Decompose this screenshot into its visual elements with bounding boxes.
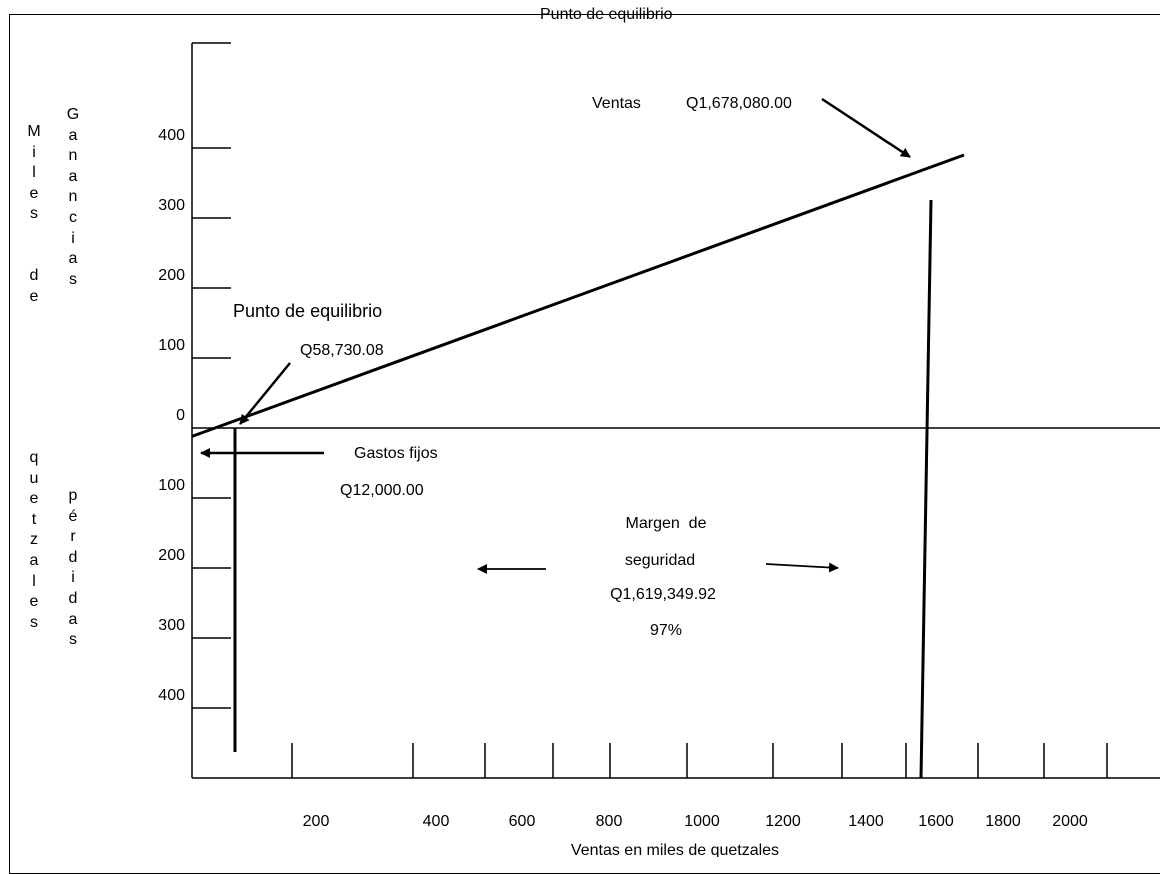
margen-percent: 97%	[650, 622, 682, 639]
y-tick-label-upper-400: 400	[158, 127, 185, 144]
x-tick-label-1600: 1600	[918, 813, 954, 830]
margen-line-1: Margen de	[626, 515, 707, 532]
x-tick-label-400: 400	[423, 813, 450, 830]
y-tick-label-lower-100: 100	[158, 477, 185, 494]
ventas-value: Q1,678,080.00	[686, 95, 792, 112]
clipped-top-text: Punto de equilibrio	[540, 6, 673, 23]
x-tick-label-200: 200	[303, 813, 330, 830]
x-axis-title: Ventas en miles de quetzales	[571, 842, 779, 857]
ventas-label: Ventas	[592, 95, 641, 112]
y-tick-label-lower-200: 200	[158, 547, 185, 564]
x-tick-label-600: 600	[509, 813, 536, 830]
x-tick-label-800: 800	[596, 813, 623, 830]
x-tick-label-1800: 1800	[985, 813, 1021, 830]
y-tick-label-lower-300: 300	[158, 617, 185, 634]
y-tick-label-lower-400: 400	[158, 687, 185, 704]
axes	[191, 42, 1160, 779]
margen-value: Q1,619,349.92	[610, 586, 716, 603]
gastos-fijos-value: Q12,000.00	[340, 482, 424, 499]
gastos-fijos-label: Gastos fijos	[354, 445, 438, 462]
x-tick-label-1400: 1400	[848, 813, 884, 830]
x-tick-label-1000: 1000	[684, 813, 720, 830]
y-tick-label-upper-100: 100	[158, 337, 185, 354]
y-tick-label-upper-0: 0	[176, 407, 185, 424]
ventas-arrow	[821, 97, 911, 159]
x-ticks: 200 400 600 800 1000 1200 1400 1600 1800 2000	[291, 743, 1108, 830]
margen-line-2: seguridad	[625, 552, 695, 569]
margen-right-arrow	[765, 562, 839, 573]
y-tick-label-upper-200: 200	[158, 267, 185, 284]
sales-line	[191, 153, 965, 438]
equilibrio-arrow	[239, 362, 291, 425]
equilibrio-value: Q58,730.08	[300, 342, 384, 359]
y-ticks: 0 100 200 300 400 100 200 300 400	[158, 127, 231, 709]
x-tick-label-2000: 2000	[1052, 813, 1088, 830]
equilibrio-label: Punto de equilibrio	[233, 301, 382, 321]
x-tick-label-1200: 1200	[765, 813, 801, 830]
safety-margin-vertical-line	[919, 199, 933, 779]
y-tick-label-upper-300: 300	[158, 197, 185, 214]
